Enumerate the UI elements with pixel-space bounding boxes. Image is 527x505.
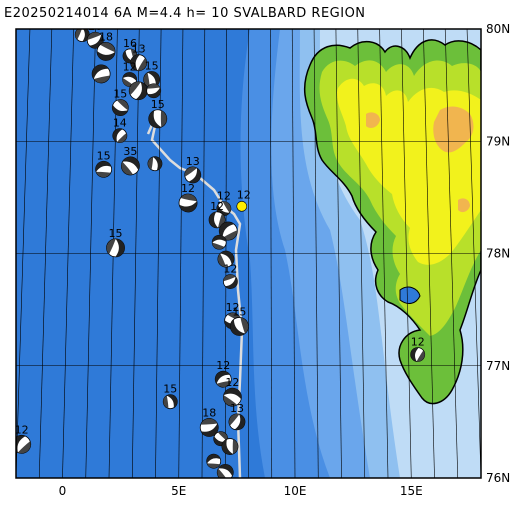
lon-label: 15E [400,484,423,498]
lat-label: 77N [486,359,510,373]
mechanism-depth-label: 13 [230,402,244,415]
beachball-icon [146,83,162,99]
lon-label: 10E [284,484,307,498]
longitude-labels: 0 5E 10E 15E [59,484,423,498]
beachball-icon [229,317,249,336]
beachball-icon [223,387,242,407]
beachball-icon [222,274,238,289]
beachball-icon [214,370,232,388]
beachball-icon [121,156,140,176]
meridian-line [511,29,527,478]
mechanism-depth-label: 12 [210,200,224,213]
lon-label: 0 [59,484,67,498]
mechanism-depth-label: 15 [232,305,246,318]
mechanism-depth-label: 16 [123,37,137,50]
epicenter-marker [236,201,248,212]
mechanism-depth-label: 12 [181,182,195,195]
mechanism-depth-label: 15 [113,88,127,101]
beachball-icon [208,211,226,229]
lat-label: 78N [486,247,510,261]
lat-label: 79N [486,134,510,148]
mechanism-depth-label: 12 [217,190,231,203]
epicenter-depth-label: 12 [237,188,251,201]
mechanism-depth-label: 12 [223,263,237,276]
beachball-icon [178,193,198,213]
beachball-icon [184,166,202,184]
beachball-icon [211,234,227,250]
beachball-icon [217,250,235,268]
mechanism-depth-label: 15 [151,98,165,111]
mechanism-depth-label: 13 [186,155,200,168]
mechanism-depth-label: 18 [99,30,113,43]
land-peak-elevation [366,106,474,213]
beachball-icon [206,453,222,469]
beachball-icon [86,31,104,49]
mechanism-depth-label: 12 [15,423,29,436]
ice-fjord [399,286,421,304]
mechanism-depth-label: 15 [109,227,123,240]
beachball-icon [130,54,148,72]
mechanism-depth-label: 12 [226,301,240,314]
beachball-icon [74,29,90,43]
mechanism-depth-label: 14 [113,117,127,130]
ridge-line [146,111,244,478]
beachball-icon [112,128,128,144]
mechanism-depth-label: 15 [163,383,177,396]
beachball-icon [228,413,246,431]
beachball-icon [410,347,426,362]
beachball-icon [147,156,163,172]
beachball-icon [106,238,125,258]
lon-label: 5E [171,484,186,498]
mechanism-depth-label: 12 [216,359,230,372]
mechanism-depth-label: 35 [123,145,137,158]
mechanism-depth-label: 18 [202,406,216,419]
beachball-icon [91,64,111,84]
beachball-icon [162,394,178,410]
beachball-icon [148,109,168,129]
mechanism-depth-label: 15 [145,60,159,73]
beachball-icon [221,438,239,455]
mechanism-depth-label: 12 [123,61,137,74]
lat-label: 76N [486,471,510,485]
beachball-icon [96,42,116,61]
latitude-labels: 80N 79N 78N 77N 76N [486,22,510,485]
lat-label: 80N [486,22,510,36]
beachball-icon [16,434,32,454]
mechanism-depth-label: 15 [97,149,111,162]
mechanism-depth-label: 12 [411,336,425,349]
beachball-icon [218,221,238,241]
beachball-icon [95,160,113,178]
mechanism-depth-label: 13 [132,43,146,56]
event-title: E20250214014 6A M=4.4 h= 10 SVALBARD REG… [4,6,366,21]
mechanism-depth-label: 12 [225,376,239,389]
mechanism-depth-label: 20 [88,20,102,33]
map-frame [15,28,482,479]
beachball-icon [199,418,219,437]
beachball-icon [111,99,129,116]
beachball-icon [128,81,148,101]
